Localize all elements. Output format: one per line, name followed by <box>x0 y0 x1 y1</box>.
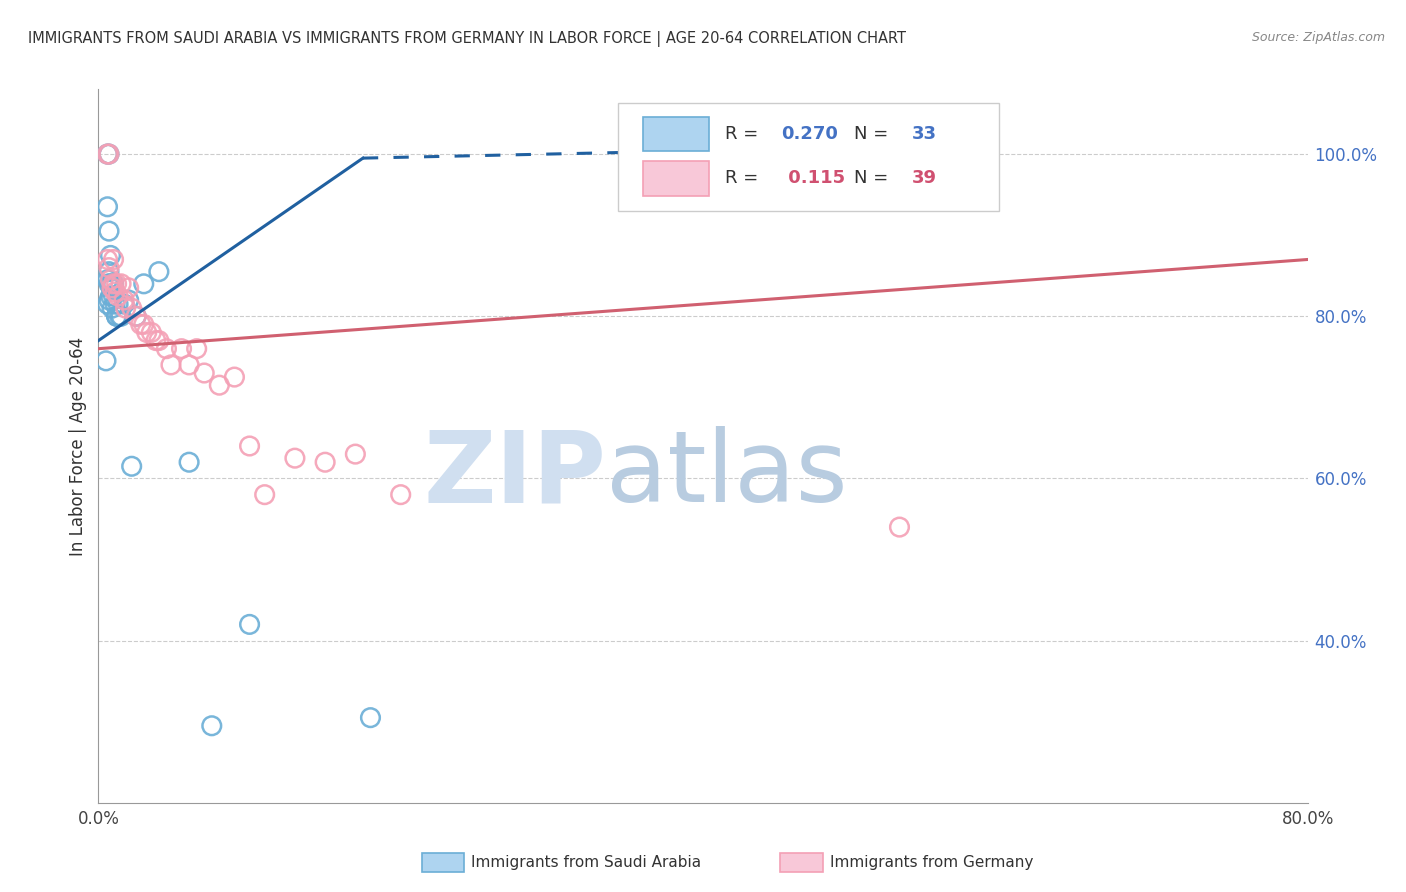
Point <box>98 147 121 161</box>
Text: R =: R = <box>724 125 763 143</box>
Point <box>132 318 155 332</box>
Point <box>110 310 132 324</box>
Point <box>108 310 131 324</box>
Point <box>132 277 155 291</box>
Point <box>239 439 262 453</box>
Point <box>103 277 125 291</box>
Point <box>112 293 135 307</box>
Point <box>100 273 122 287</box>
Text: 33: 33 <box>912 125 938 143</box>
Point <box>98 224 121 238</box>
Point <box>98 277 121 291</box>
Point <box>96 200 118 214</box>
Point <box>96 147 118 161</box>
Point <box>110 277 132 291</box>
Point <box>96 147 118 161</box>
Point <box>253 488 276 502</box>
FancyBboxPatch shape <box>643 161 709 195</box>
Point <box>135 326 157 340</box>
Point <box>314 455 336 469</box>
Point <box>889 520 911 534</box>
Text: ZIP: ZIP <box>423 426 606 523</box>
Point <box>114 301 136 315</box>
Point <box>239 617 262 632</box>
Point <box>96 273 118 287</box>
Point <box>170 342 193 356</box>
Text: R =: R = <box>724 169 763 187</box>
Point <box>193 366 215 380</box>
Point <box>105 310 128 324</box>
Point <box>96 297 118 311</box>
Point <box>145 334 167 348</box>
Point <box>155 342 177 356</box>
Point <box>101 281 124 295</box>
Point <box>179 358 201 372</box>
Point <box>103 252 125 267</box>
Point <box>125 310 148 324</box>
Point <box>104 297 127 311</box>
Text: Immigrants from Germany: Immigrants from Germany <box>830 855 1033 870</box>
Point <box>141 326 163 340</box>
Point <box>121 459 143 474</box>
Point <box>96 252 118 267</box>
Point <box>94 354 117 368</box>
Point <box>344 447 367 461</box>
Text: 0.270: 0.270 <box>782 125 838 143</box>
Point <box>100 289 122 303</box>
Point <box>389 488 412 502</box>
Point <box>105 277 128 291</box>
Point <box>186 342 208 356</box>
Point <box>101 301 124 315</box>
Text: 39: 39 <box>912 169 938 187</box>
Point <box>125 310 148 324</box>
Point <box>104 285 127 299</box>
Point <box>107 297 129 311</box>
Point <box>179 455 201 469</box>
Point <box>98 293 121 307</box>
Point <box>201 719 224 733</box>
Text: N =: N = <box>855 169 894 187</box>
Y-axis label: In Labor Force | Age 20-64: In Labor Force | Age 20-64 <box>69 336 87 556</box>
Point <box>148 265 170 279</box>
Point <box>208 378 231 392</box>
Point <box>105 310 128 324</box>
Point <box>107 289 129 303</box>
Point <box>98 260 121 275</box>
Point <box>121 301 143 315</box>
Text: Immigrants from Saudi Arabia: Immigrants from Saudi Arabia <box>471 855 702 870</box>
Point <box>100 277 122 291</box>
Point <box>118 293 141 307</box>
FancyBboxPatch shape <box>643 117 709 152</box>
Point <box>129 318 152 332</box>
Point <box>118 281 141 295</box>
FancyBboxPatch shape <box>619 103 1000 211</box>
Point <box>112 297 135 311</box>
Point <box>284 451 307 466</box>
Point <box>103 277 125 291</box>
Point <box>360 711 382 725</box>
Text: atlas: atlas <box>606 426 848 523</box>
Text: Source: ZipAtlas.com: Source: ZipAtlas.com <box>1251 31 1385 45</box>
Point <box>224 370 246 384</box>
Point <box>100 248 122 262</box>
Point <box>160 358 183 372</box>
Text: N =: N = <box>855 125 894 143</box>
Point <box>103 289 125 303</box>
Point <box>148 334 170 348</box>
Text: 0.115: 0.115 <box>782 169 845 187</box>
Point <box>98 147 121 161</box>
Text: IMMIGRANTS FROM SAUDI ARABIA VS IMMIGRANTS FROM GERMANY IN LABOR FORCE | AGE 20-: IMMIGRANTS FROM SAUDI ARABIA VS IMMIGRAN… <box>28 31 905 47</box>
Point <box>98 265 121 279</box>
Point <box>101 281 124 295</box>
